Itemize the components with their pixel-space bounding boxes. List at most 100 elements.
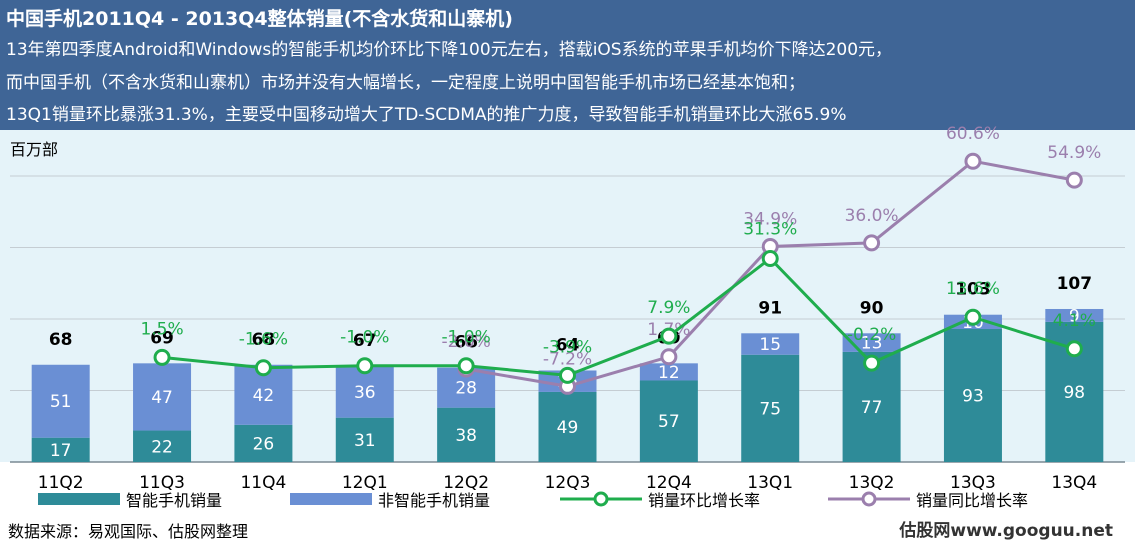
bar-total-label: 91 xyxy=(758,298,782,318)
bar-value-non-smart: 9 xyxy=(1069,306,1080,326)
y-axis-unit-label: 百万部 xyxy=(10,140,59,159)
bar-smart-13Q1 xyxy=(741,354,800,462)
yoy-growth-data-label: -7.2% xyxy=(543,349,592,369)
bar-smart-12Q4 xyxy=(639,380,698,462)
bar-smart-13Q3 xyxy=(943,329,1002,462)
bar-total-label: 103 xyxy=(955,280,991,300)
legend-yoy-growth: 销量同比增长率 xyxy=(828,488,1028,510)
bar-smart-11Q4 xyxy=(234,424,293,462)
qoq-growth-point xyxy=(457,357,475,375)
legend-non-smart-phone: 非智能手机销量 xyxy=(290,488,490,510)
bar-total-label: 67 xyxy=(353,331,377,351)
bar-value-non-smart: 13 xyxy=(861,334,883,354)
bar-total-label: 64 xyxy=(556,335,580,355)
bar-value-non-smart: 42 xyxy=(253,386,275,406)
legend-marker-qoq xyxy=(560,491,642,507)
qoq-growth-data-label: 13.6% xyxy=(946,279,1000,299)
qoq-growth-data-label: -1.0% xyxy=(340,328,389,348)
qoq-growth-data-label: 1.5% xyxy=(140,319,183,339)
bar-smart-11Q2 xyxy=(31,437,90,462)
bar-value-smart: 22 xyxy=(151,437,173,457)
x-tick-label: 12Q4 xyxy=(646,473,692,493)
bar-total-label: 90 xyxy=(860,298,884,318)
description-line-2: 而中国手机（不含水货和山寨机）市场并没有大幅增长，一定程度上说明中国智能手机市场… xyxy=(6,73,805,93)
yoy-growth-data-label: -2.0% xyxy=(441,332,490,352)
bar-total-label: 66 xyxy=(454,333,478,353)
bar-non-smart-11Q2 xyxy=(31,364,90,438)
qoq-growth-point xyxy=(254,359,272,377)
x-tick-label: 11Q4 xyxy=(240,473,286,493)
x-tick-label: 13Q2 xyxy=(849,473,895,493)
qoq-growth-data-label: 31.3% xyxy=(743,219,797,239)
qoq-growth-data-label: 7.9% xyxy=(647,298,690,318)
bar-value-non-smart: 28 xyxy=(455,379,477,399)
qoq-growth-point xyxy=(356,357,374,375)
description-line-1: 13年第四季度Android和Windows的智能手机均价环比下降100元左右，… xyxy=(6,40,893,60)
yoy-growth-data-label: 60.6% xyxy=(946,124,1000,144)
qoq-growth-point xyxy=(863,354,881,372)
bar-value-smart: 17 xyxy=(50,441,72,461)
x-tick-label: 13Q3 xyxy=(950,473,996,493)
legend-qoq-growth: 销量环比增长率 xyxy=(560,488,760,510)
x-tick-label: 13Q1 xyxy=(747,473,793,493)
bar-value-non-smart: 51 xyxy=(50,392,72,412)
bar-value-smart: 31 xyxy=(354,431,376,451)
bar-non-smart-12Q1 xyxy=(335,366,394,418)
brand-watermark: 估股网www.googuu.net xyxy=(899,521,1113,541)
qoq-growth-point xyxy=(964,308,982,326)
legend-label-yoy: 销量同比增长率 xyxy=(916,491,1029,510)
bar-value-smart: 57 xyxy=(658,412,680,432)
bar-total-label: 68 xyxy=(49,330,73,350)
qoq-growth-data-label: -3.9% xyxy=(543,337,592,357)
qoq-growth-point xyxy=(1065,340,1083,358)
bar-value-smart: 75 xyxy=(759,399,781,419)
qoq-growth-data-label: -1.6% xyxy=(239,330,288,350)
yoy-growth-data-label: 54.9% xyxy=(1047,143,1101,163)
bar-non-smart-13Q1 xyxy=(741,333,800,355)
bar-smart-12Q3 xyxy=(538,391,597,462)
qoq-growth-point xyxy=(559,366,576,384)
bar-value-non-smart: 15 xyxy=(759,335,781,355)
bar-value-smart: 98 xyxy=(1063,383,1085,403)
qoq-growth-point xyxy=(761,249,779,267)
yoy-growth-data-label: 36.0% xyxy=(845,206,899,226)
bar-value-smart: 49 xyxy=(557,418,579,438)
data-source: 数据来源：易观国际、估股网整理 xyxy=(8,522,249,541)
bar-non-smart-13Q4 xyxy=(1045,308,1104,322)
yoy-growth-data-label: 34.9% xyxy=(743,210,797,230)
bar-value-non-smart: 47 xyxy=(151,388,173,408)
bar-total-label: 68 xyxy=(252,330,276,350)
x-tick-label: 12Q2 xyxy=(443,473,489,493)
legend-swatch-non-smart xyxy=(290,493,372,505)
bar-value-smart: 77 xyxy=(861,398,883,418)
legend-label-smart: 智能手机销量 xyxy=(126,491,223,510)
yoy-growth-point xyxy=(1065,171,1083,189)
legend-label-qoq: 销量环比增长率 xyxy=(648,491,761,510)
bar-total-label: 107 xyxy=(1057,274,1093,294)
bar-value-smart: 38 xyxy=(455,426,477,446)
bar-value-smart: 26 xyxy=(253,434,275,454)
bar-value-smart: 93 xyxy=(962,387,984,407)
yoy-growth-point xyxy=(660,348,678,366)
bar-non-smart-11Q3 xyxy=(133,363,192,431)
legend-marker-yoy xyxy=(828,491,910,507)
yoy-growth-point xyxy=(964,152,982,170)
description-line-3: 13Q1销量环比暴涨31.3%，主要受中国移动增大了TD-SCDMA的推广力度，… xyxy=(6,105,847,125)
legend-label-non-smart: 非智能手机销量 xyxy=(378,491,491,510)
qoq-growth-line xyxy=(161,256,1075,377)
qoq-growth-point xyxy=(153,348,171,366)
legend-smart-phone: 智能手机销量 xyxy=(38,488,222,510)
qoq-growth-data-label: 4.1% xyxy=(1053,311,1096,331)
chart-title: 中国手机2011Q4 - 2013Q4整体销量(不含水货和山寨机) xyxy=(6,8,513,30)
chart-header: 中国手机2011Q4 - 2013Q4整体销量(不含水货和山寨机) 13年第四季… xyxy=(0,0,1135,130)
x-tick-label: 11Q2 xyxy=(38,473,84,493)
bar-smart-11Q3 xyxy=(133,430,192,462)
x-tick-label: 12Q3 xyxy=(545,473,591,493)
bar-value-non-smart: 36 xyxy=(354,383,376,403)
bar-non-smart-12Q4 xyxy=(639,363,698,381)
x-tick-label: 11Q3 xyxy=(139,473,185,493)
qoq-growth-point xyxy=(660,327,678,345)
x-tick-label: 13Q4 xyxy=(1051,473,1097,493)
qoq-growth-data-label: -1.0% xyxy=(441,328,490,348)
